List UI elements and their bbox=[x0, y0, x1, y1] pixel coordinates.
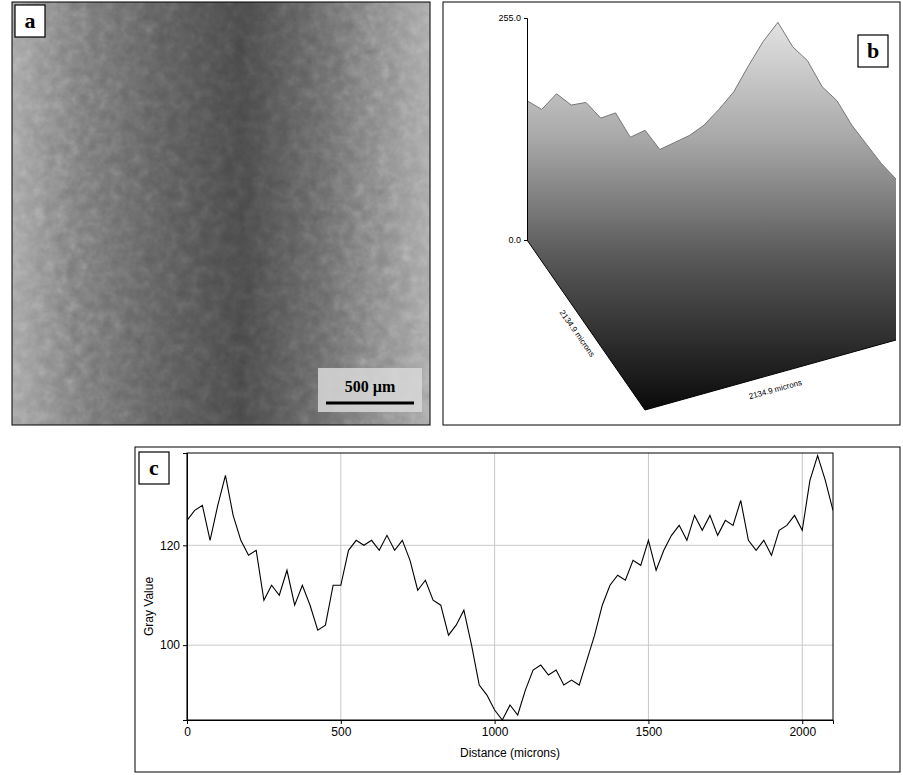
z-tick-label: 255.0 bbox=[498, 13, 521, 23]
grid-line-x bbox=[802, 453, 803, 720]
surface-ridge bbox=[527, 22, 896, 179]
surface-frame bbox=[443, 2, 900, 425]
x-axis: 0 500 1000 1500 2000 bbox=[184, 720, 833, 739]
figure: 500 µm a 255.0 0.0 2134.9 microns 2134.9 micr… bbox=[0, 0, 903, 775]
y-tick-mark bbox=[183, 545, 187, 546]
grid-line-x bbox=[340, 453, 341, 720]
y-tick-label: 120 bbox=[160, 539, 180, 553]
x-tick: 0 bbox=[184, 720, 191, 739]
surface-body bbox=[527, 22, 896, 410]
x-tick-label: 0 bbox=[184, 725, 191, 739]
scale-bar-label: 500 µm bbox=[345, 378, 396, 396]
y-tick: 120 bbox=[160, 539, 187, 553]
panel-letter: a bbox=[25, 8, 36, 33]
z-tick-mark bbox=[524, 18, 527, 19]
y-tick: 100 bbox=[160, 638, 187, 652]
panel-letter-frame bbox=[139, 452, 169, 484]
grid-line-x bbox=[648, 453, 649, 720]
panel-letter: c bbox=[149, 455, 159, 480]
panel-letter-box: c bbox=[139, 452, 169, 484]
y-tick-mark bbox=[183, 645, 187, 646]
x-tick-label: 1500 bbox=[636, 725, 663, 739]
micrograph-frame bbox=[12, 2, 430, 425]
x-tick-mark bbox=[648, 720, 649, 724]
x-tick-label: 2000 bbox=[789, 725, 816, 739]
x-tick-mark bbox=[802, 720, 803, 724]
panel-letter-box: b bbox=[858, 35, 888, 67]
grid bbox=[187, 453, 833, 720]
z-tick-label: 0.0 bbox=[508, 235, 521, 245]
panel-letter: b bbox=[867, 38, 879, 63]
grid-line-x bbox=[494, 453, 495, 720]
surface-x-label: 2134.9 microns bbox=[748, 378, 803, 401]
z-tick-mark bbox=[524, 240, 527, 241]
panel-letter-box: a bbox=[15, 5, 45, 37]
profile-line bbox=[187, 455, 833, 720]
grid-line-y bbox=[187, 545, 833, 546]
x-tick-label: 500 bbox=[331, 725, 351, 739]
z-axis: 255.0 0.0 bbox=[498, 13, 527, 245]
y-axis-title: Gray Value bbox=[142, 577, 156, 636]
plot-frame bbox=[187, 453, 833, 720]
x-axis-line bbox=[188, 721, 834, 725]
x-tick-mark bbox=[495, 720, 496, 724]
x-tick-label: 1000 bbox=[482, 725, 509, 739]
y-tick-label: 100 bbox=[160, 638, 180, 652]
plot-marks bbox=[187, 455, 833, 720]
micrograph-image bbox=[12, 2, 430, 425]
x-tick: 2000 bbox=[789, 720, 816, 739]
surface-floor-edge bbox=[527, 240, 896, 410]
z-tick: 0.0 bbox=[508, 235, 527, 245]
grid-line-y bbox=[187, 645, 833, 646]
y-axis: 100 120 bbox=[160, 454, 188, 721]
panel-letter-frame bbox=[858, 35, 888, 67]
micrograph-texture bbox=[12, 2, 430, 425]
x-tick-mark bbox=[341, 720, 342, 724]
panel-a bbox=[12, 2, 430, 425]
x-tick: 1500 bbox=[636, 720, 663, 739]
x-axis-title: Distance (microns) bbox=[460, 746, 560, 760]
scale-bar bbox=[326, 402, 414, 405]
x-tick: 500 bbox=[331, 720, 351, 739]
surface-y-label: 2134.9 microns bbox=[558, 309, 597, 359]
panel-c-frame bbox=[135, 447, 900, 772]
z-axis-line bbox=[524, 19, 528, 241]
z-tick: 255.0 bbox=[498, 13, 527, 23]
panel-letter-frame bbox=[15, 5, 45, 37]
y-axis-line bbox=[183, 454, 188, 721]
panel-b-marks bbox=[527, 22, 896, 410]
scale-bar-patch bbox=[318, 368, 422, 412]
x-tick: 1000 bbox=[482, 720, 509, 739]
